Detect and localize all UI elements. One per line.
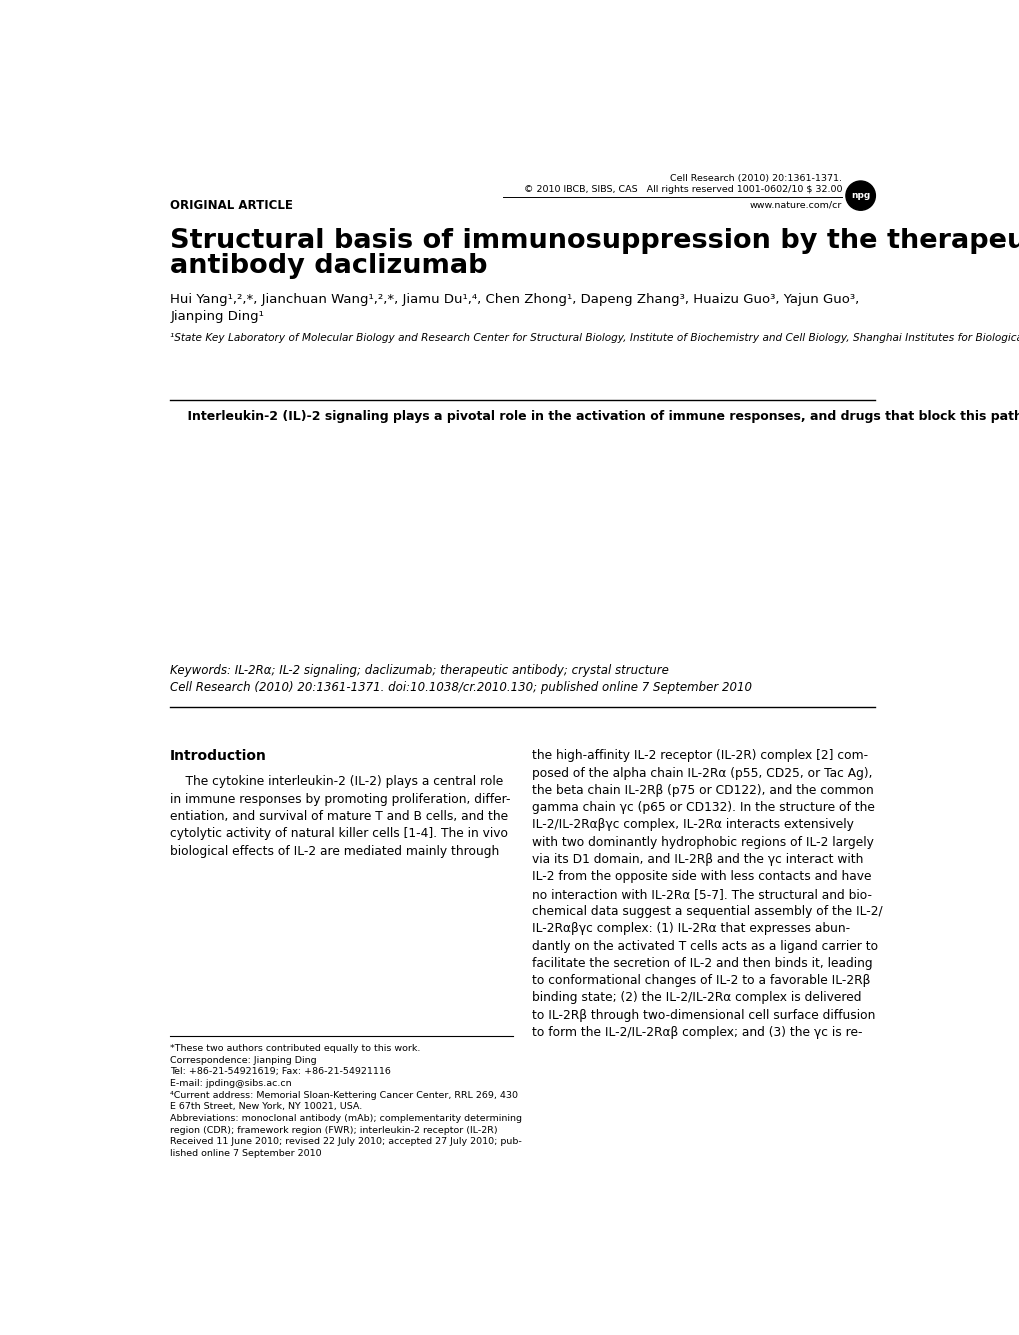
Text: Hui Yang¹,²,*, Jianchuan Wang¹,²,*, Jiamu Du¹,⁴, Chen Zhong¹, Dapeng Zhang³, Hua: Hui Yang¹,²,*, Jianchuan Wang¹,²,*, Jiam…	[170, 292, 859, 306]
Text: npg: npg	[850, 191, 869, 200]
Text: www.nature.com/cr: www.nature.com/cr	[749, 200, 842, 210]
Text: Jianping Ding¹: Jianping Ding¹	[170, 310, 264, 323]
Text: © 2010 IBCB, SIBS, CAS   All rights reserved 1001-0602/10 $ 32.00: © 2010 IBCB, SIBS, CAS All rights reserv…	[523, 184, 842, 194]
Text: Introduction: Introduction	[170, 749, 267, 764]
Text: Interleukin-2 (IL)-2 signaling plays a pivotal role in the activation of immune : Interleukin-2 (IL)-2 signaling plays a p…	[170, 409, 1019, 423]
Circle shape	[845, 182, 874, 210]
Text: ¹State Key Laboratory of Molecular Biology and Research Center for Structural Bi: ¹State Key Laboratory of Molecular Biolo…	[170, 334, 1019, 343]
Text: Structural basis of immunosuppression by the therapeutic: Structural basis of immunosuppression by…	[170, 228, 1019, 254]
Text: Keywords: IL-2Rα; IL-2 signaling; daclizumab; therapeutic antibody; crystal stru: Keywords: IL-2Rα; IL-2 signaling; dacliz…	[170, 663, 668, 677]
Text: Cell Research (2010) 20:1361-1371.: Cell Research (2010) 20:1361-1371.	[669, 174, 842, 183]
Text: the high-affinity IL-2 receptor (IL-2R) complex [2] com-
posed of the alpha chai: the high-affinity IL-2 receptor (IL-2R) …	[532, 749, 882, 1039]
Text: The cytokine interleukin-2 (IL-2) plays a central role
in immune responses by pr: The cytokine interleukin-2 (IL-2) plays …	[170, 776, 511, 857]
Text: Cell Research (2010) 20:1361-1371. doi:10.1038/cr.2010.130; published online 7 S: Cell Research (2010) 20:1361-1371. doi:1…	[170, 681, 751, 694]
Text: antibody daclizumab: antibody daclizumab	[170, 252, 487, 279]
Text: *These two authors contributed equally to this work.
Correspondence: Jianping Di: *These two authors contributed equally t…	[170, 1044, 522, 1157]
Text: ORIGINAL ARTICLE: ORIGINAL ARTICLE	[170, 199, 292, 212]
